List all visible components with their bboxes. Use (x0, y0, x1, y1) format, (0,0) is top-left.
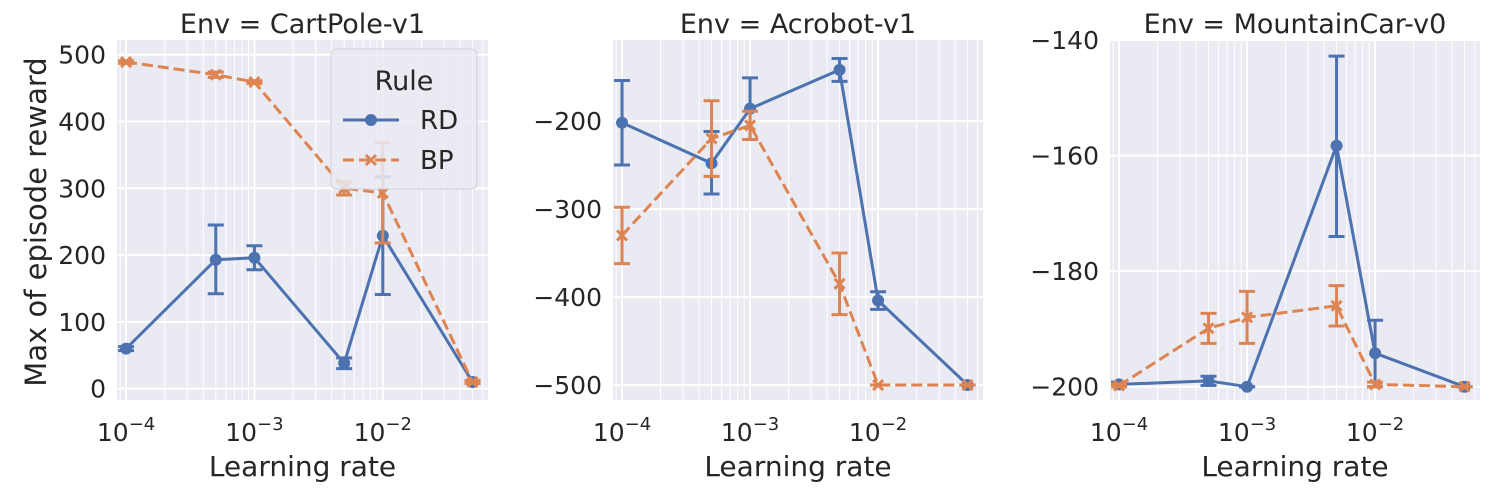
y-tick-label: −180 (1030, 257, 1099, 286)
legend-marker (365, 114, 377, 126)
data-point (833, 277, 846, 290)
data-point (209, 68, 222, 81)
series-line (125, 60, 474, 383)
panel-3: 10−4 10−3 10−2 −200 −180 −160 −140 Env = Mounta… (1030, 9, 1480, 483)
data-point (615, 229, 629, 242)
x-axis-label: Learning rate (1201, 450, 1388, 483)
x-tick-label: 10−2 (1346, 414, 1404, 447)
series-line (1118, 144, 1466, 389)
x-tick-label: 10−3 (225, 414, 283, 447)
y-tick-label: 500 (58, 41, 106, 70)
y-tick-label: 400 (58, 107, 106, 136)
y-axis-label: Max of episode reward (19, 57, 53, 386)
panel-1: 10−4 10−3 10−2 0 100 200 300 400 500 Env = CartPo… (58, 9, 488, 483)
panel-title: Env = CartPole-v1 (180, 9, 425, 40)
data-point (616, 116, 629, 129)
panel-title: Env = Acrobot-v1 (680, 9, 916, 40)
data-point (872, 294, 885, 307)
legend-title: Rule (375, 66, 434, 97)
data-point (338, 357, 351, 370)
y-tick-label: −200 (533, 107, 602, 136)
legend-marker (364, 153, 378, 167)
legend-entry-rd: RD (420, 106, 458, 136)
series-bp (118, 55, 481, 389)
y-tick-label: 100 (58, 308, 106, 337)
x-tick-label: 10−2 (354, 414, 412, 447)
data-point (209, 253, 222, 266)
x-tick-label: 10−3 (1218, 414, 1276, 447)
y-tick-label: −500 (533, 371, 602, 400)
x-tick-label: 10−4 (1090, 414, 1148, 447)
legend-box (330, 48, 478, 190)
x-tick-label: 10−4 (593, 414, 651, 447)
data-point (872, 378, 885, 392)
x-axis-label: Learning rate (704, 450, 891, 483)
data-point (833, 63, 846, 76)
x-tick-label: 10−2 (849, 414, 907, 447)
data-point (1112, 379, 1126, 392)
data-point (1240, 311, 1254, 324)
data-point (1369, 378, 1382, 391)
y-tick-label: 200 (58, 241, 106, 270)
data-point (1202, 374, 1215, 387)
data-point (961, 378, 974, 392)
panel-2: 10−4 10−3 10−2 −500 −400 −300 −200 Env = Acrobo… (533, 9, 983, 483)
data-point (248, 251, 261, 264)
data-point (119, 55, 133, 69)
data-point (1458, 380, 1471, 393)
series-line (621, 68, 969, 387)
series-line (620, 123, 968, 387)
data-point (1202, 322, 1215, 335)
x-tick-label: 10−4 (97, 414, 155, 447)
y-tick-label: 300 (58, 174, 106, 203)
y-tick-label: −160 (1030, 142, 1099, 171)
series-bp (614, 99, 976, 392)
legend: Rule RD BP (330, 48, 478, 190)
x-axis-label: Learning rate (209, 450, 396, 483)
data-point (466, 375, 479, 389)
data-point (743, 119, 757, 132)
data-point (1330, 299, 1343, 312)
data-point (1330, 139, 1343, 152)
y-tick-label: −200 (1030, 373, 1099, 402)
series-line (1118, 304, 1465, 389)
panel-title: Env = MountainCar-v0 (1144, 9, 1447, 40)
data-point (705, 132, 718, 145)
x-tick-label: 10−3 (721, 414, 779, 447)
legend-entry-bp: BP (420, 146, 454, 176)
data-point (248, 76, 261, 89)
data-point (376, 186, 389, 200)
plot-area (1110, 40, 1480, 400)
data-point (1241, 380, 1254, 393)
y-tick-label: 0 (90, 375, 106, 404)
series-line (125, 234, 474, 383)
data-point (1369, 347, 1382, 360)
data-point (120, 342, 133, 355)
y-tick-label: −140 (1030, 26, 1099, 55)
series-bp (1111, 284, 1473, 393)
y-tick-label: −400 (533, 283, 602, 312)
y-tick-label: −300 (533, 195, 602, 224)
